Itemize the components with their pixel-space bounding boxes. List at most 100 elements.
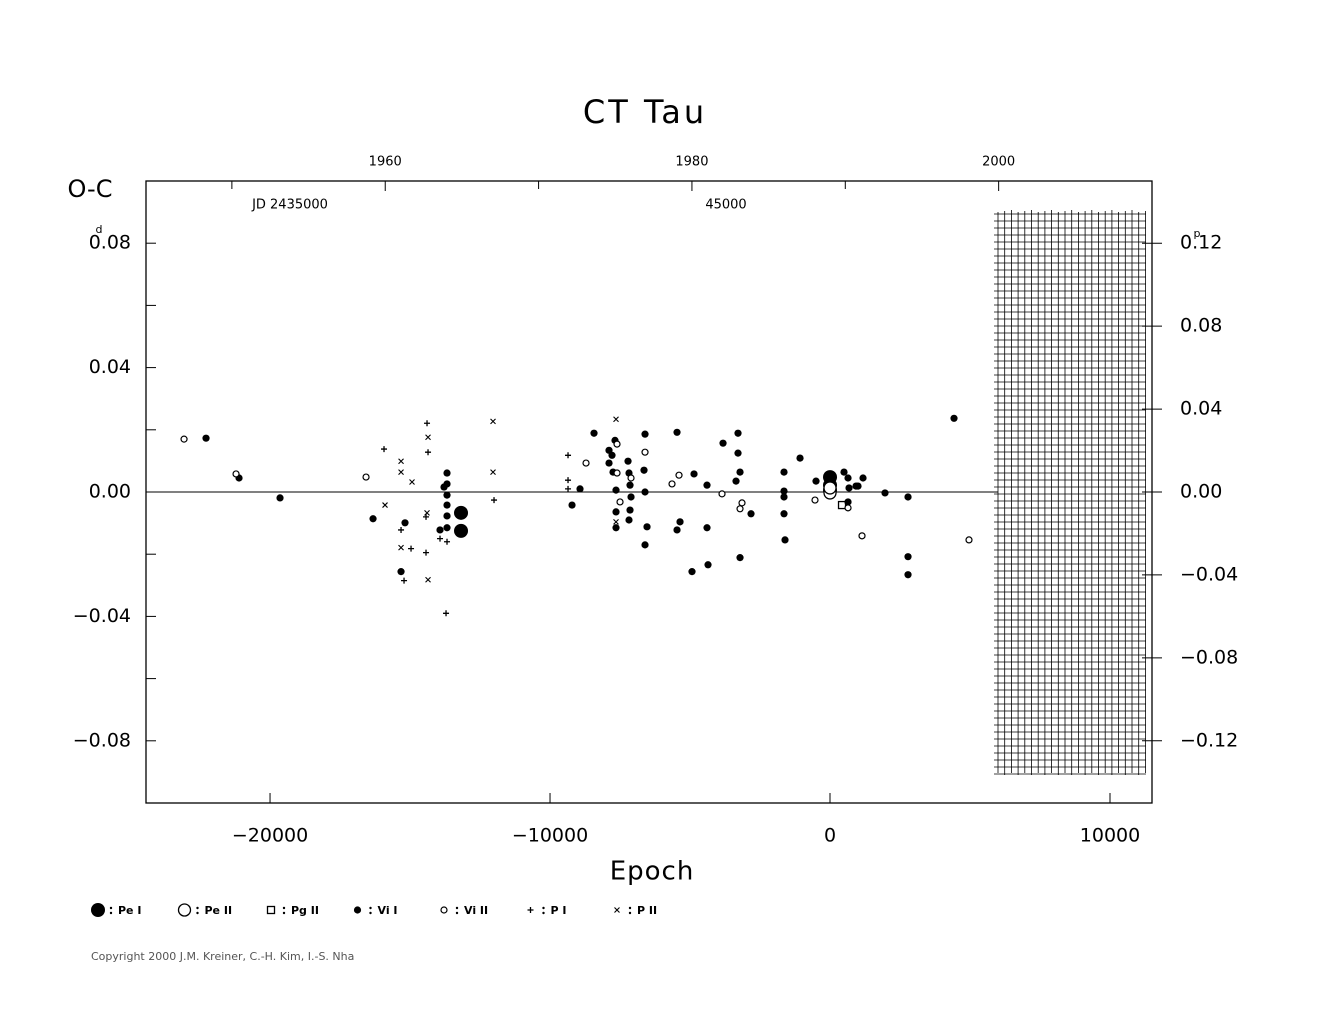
y-tick-label: 0.08	[89, 232, 131, 254]
y2-tick-label: 0.00	[1180, 481, 1222, 503]
legend-colon	[542, 906, 545, 910]
y2-tick-label: 0.08	[1180, 315, 1222, 337]
point	[424, 509, 430, 516]
point	[780, 510, 788, 518]
point	[425, 449, 432, 456]
point	[437, 535, 444, 542]
point	[440, 906, 448, 914]
legend-colon	[282, 906, 286, 910]
x-tick-label: 10000	[1080, 825, 1140, 847]
point	[425, 434, 431, 441]
point	[613, 469, 621, 477]
point	[612, 524, 620, 532]
point	[423, 513, 430, 520]
point	[844, 474, 852, 482]
point	[780, 493, 788, 501]
point	[454, 505, 469, 520]
point	[734, 429, 742, 437]
point	[614, 907, 620, 913]
point	[626, 506, 634, 514]
point	[904, 493, 912, 501]
point	[676, 518, 684, 526]
point	[491, 497, 498, 504]
point	[180, 435, 188, 443]
legend-label: P II	[637, 904, 657, 917]
top-tick-label: 2000	[982, 155, 1015, 170]
legend-colon	[282, 911, 286, 915]
point	[362, 473, 370, 481]
legend-colon	[196, 906, 199, 910]
point	[718, 490, 726, 498]
point	[844, 504, 852, 512]
y-axis-label: O-C	[68, 175, 113, 203]
point	[690, 470, 698, 478]
point	[568, 501, 576, 509]
point	[881, 489, 889, 497]
point	[738, 499, 746, 507]
point	[641, 488, 649, 496]
chart-title: CT Tau	[583, 93, 707, 131]
point	[409, 479, 415, 485]
point	[177, 903, 192, 917]
point	[823, 481, 837, 495]
point	[845, 484, 853, 492]
legend-label: Vi II	[464, 904, 488, 917]
point	[398, 458, 404, 465]
legend-colon	[628, 906, 632, 910]
point	[443, 469, 451, 477]
point	[627, 474, 635, 482]
y2-tick-label: −0.12	[1180, 729, 1238, 751]
point	[780, 487, 788, 495]
point	[626, 481, 634, 489]
point	[688, 568, 696, 576]
point	[443, 501, 451, 509]
point	[736, 554, 744, 562]
point	[565, 477, 572, 484]
point	[605, 459, 613, 467]
point	[436, 526, 444, 534]
point	[398, 469, 404, 475]
point	[837, 500, 847, 510]
point	[443, 524, 451, 532]
point	[747, 510, 755, 518]
x-tick-label: 0	[824, 825, 836, 847]
point	[734, 449, 742, 457]
point	[424, 420, 431, 427]
point	[859, 474, 867, 482]
point	[668, 480, 676, 488]
point	[840, 468, 848, 476]
y2-tick-label: 0.04	[1180, 398, 1222, 420]
point	[276, 494, 284, 502]
point	[732, 477, 740, 485]
legend-label: Vi I	[378, 904, 398, 917]
point	[673, 428, 681, 436]
point	[401, 577, 408, 584]
point	[736, 505, 744, 513]
point	[440, 483, 448, 491]
point	[612, 486, 620, 494]
point	[353, 906, 362, 914]
point	[401, 519, 409, 527]
legend-label: Pg II	[291, 904, 319, 917]
point	[796, 454, 804, 462]
point	[613, 416, 619, 423]
y-tick-label: −0.08	[73, 729, 131, 751]
point	[641, 448, 649, 456]
legend-label: Pe II	[205, 904, 233, 917]
point	[811, 496, 819, 504]
point	[382, 502, 388, 508]
point	[616, 498, 624, 506]
point	[965, 536, 973, 544]
legend-colon	[628, 911, 632, 915]
point	[444, 538, 451, 545]
point	[369, 515, 377, 523]
point	[613, 518, 619, 525]
point	[527, 907, 534, 913]
point	[590, 429, 598, 437]
y2-tick-label: −0.08	[1180, 646, 1238, 668]
point	[613, 440, 621, 448]
legend-colon	[455, 911, 459, 915]
point	[397, 568, 405, 576]
